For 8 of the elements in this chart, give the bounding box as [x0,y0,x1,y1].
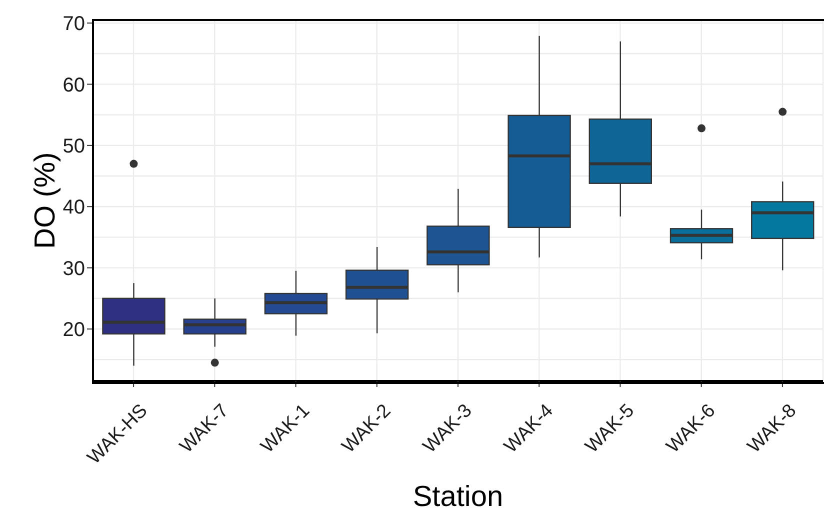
y-tick-label: 30 [62,258,85,280]
y-tick-label: 50 [62,136,85,158]
y-tick-label: 40 [62,196,85,219]
x-axis-title: Station [412,481,504,510]
y-tick-label: 60 [62,74,85,96]
y-axis-title: DO (%) [29,152,62,249]
y-tick-label: 70 [62,13,85,36]
y-tick-label: 20 [62,319,85,342]
